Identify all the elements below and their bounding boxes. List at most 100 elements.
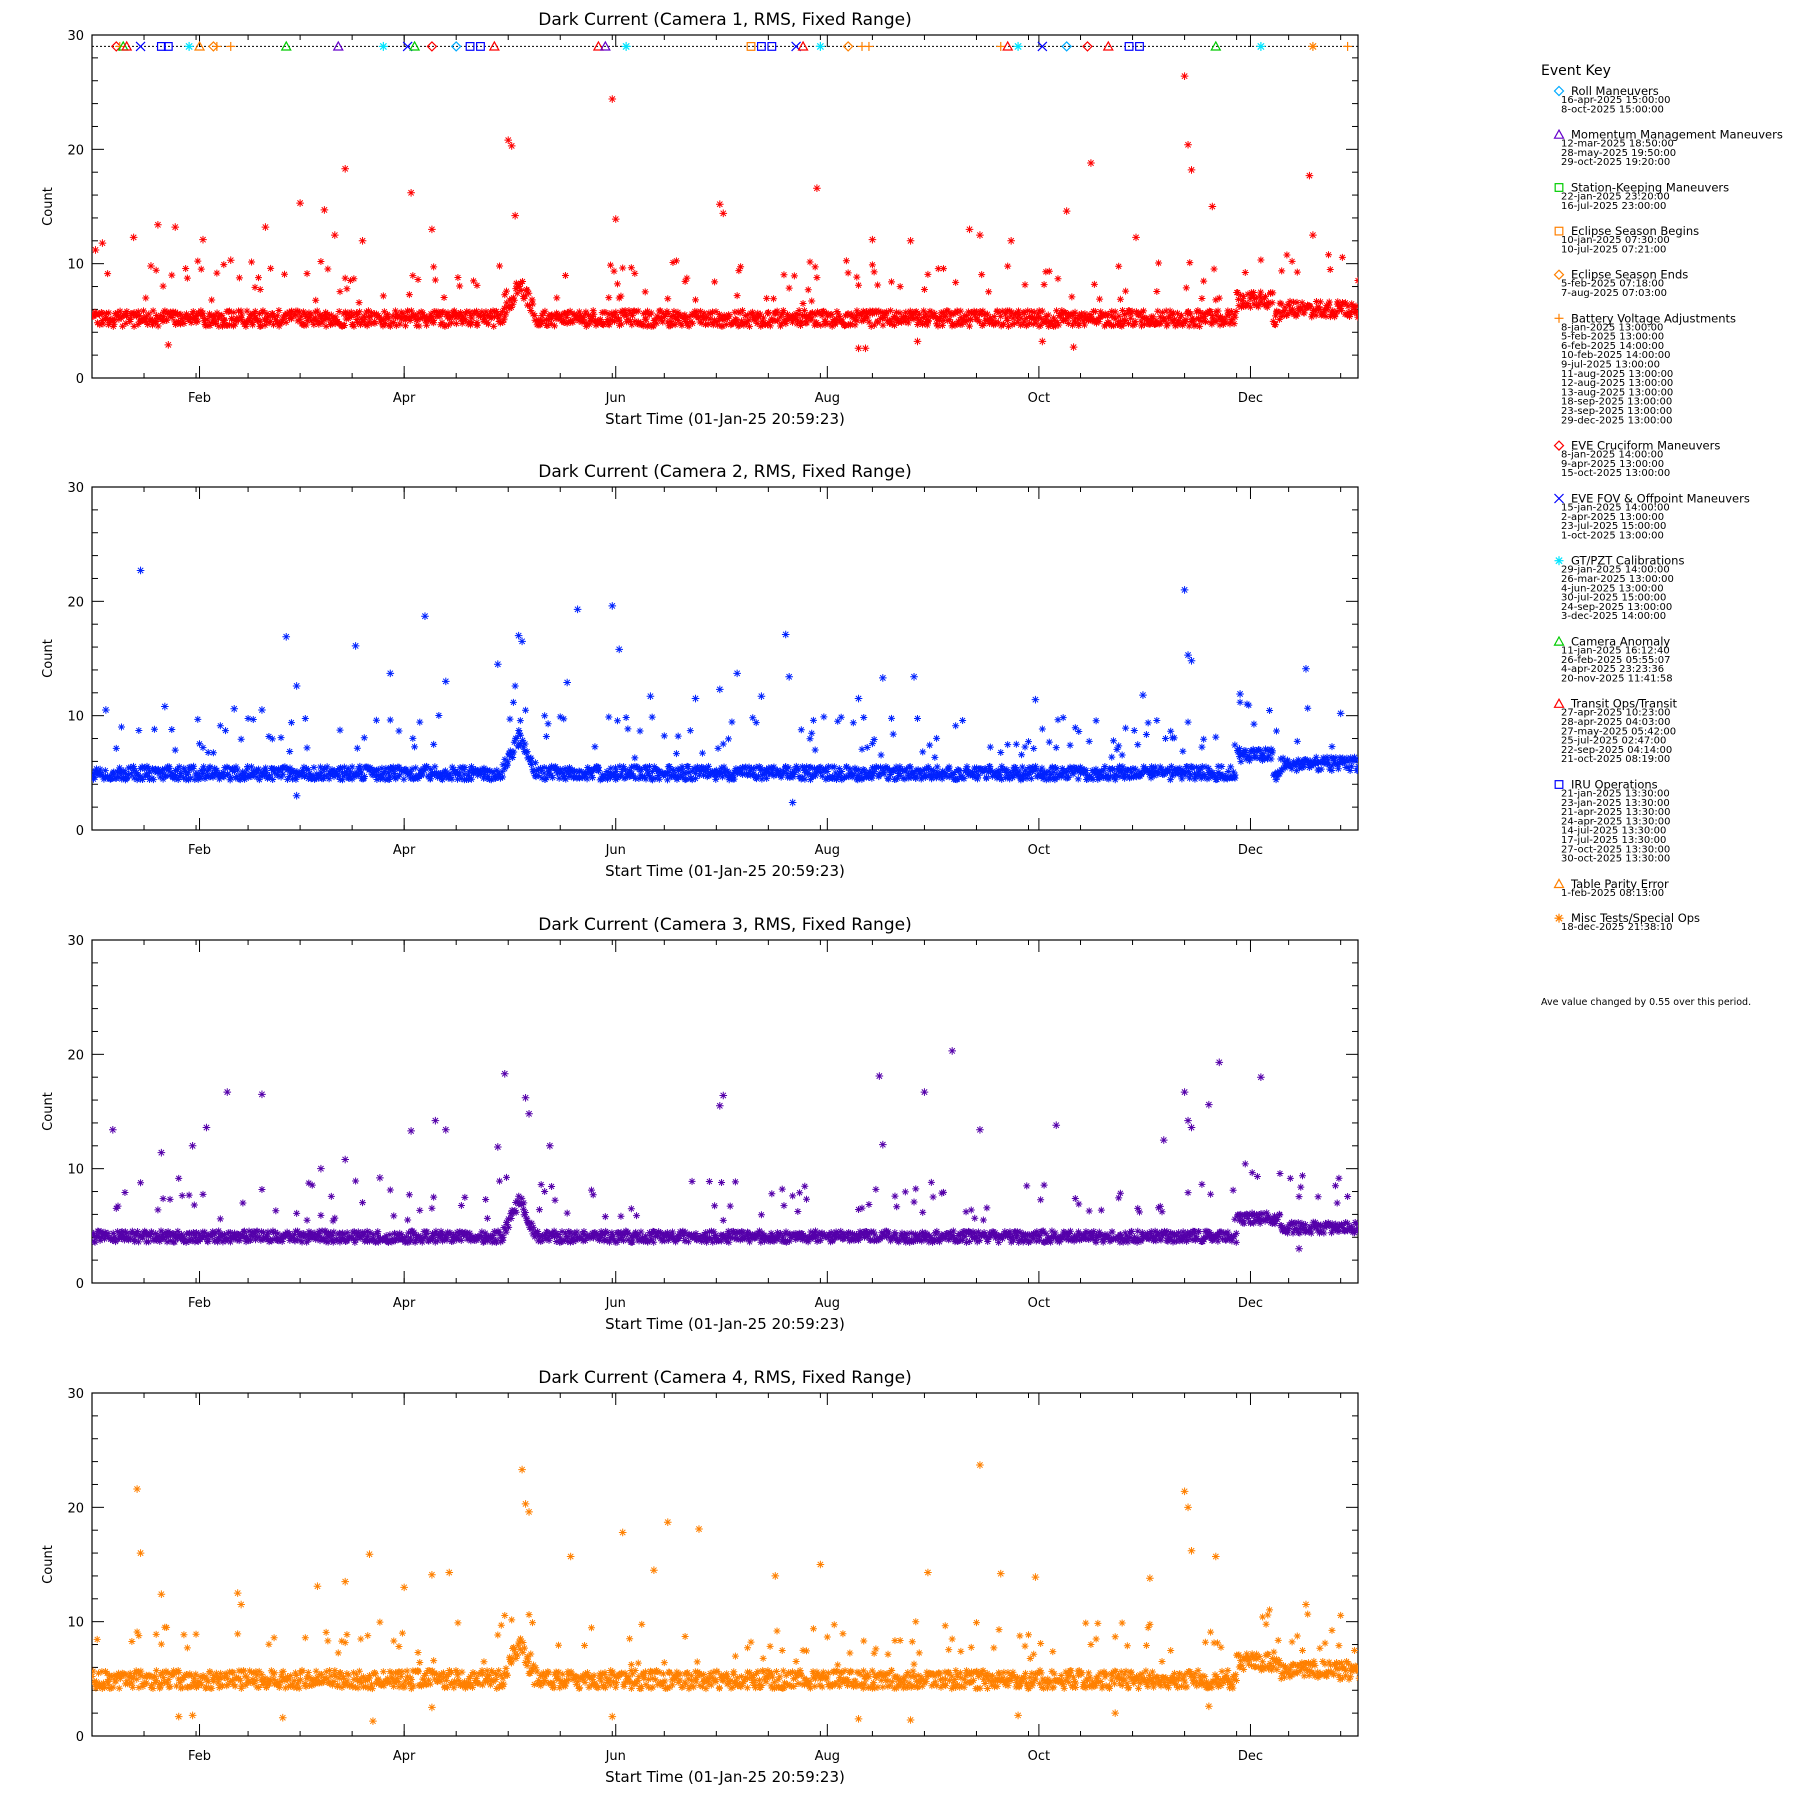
data-point — [1006, 307, 1014, 315]
data-point — [299, 768, 307, 776]
data-point — [262, 764, 270, 772]
data-point — [296, 770, 304, 778]
data-point — [356, 308, 364, 316]
data-point — [201, 321, 209, 329]
data-point — [446, 315, 454, 323]
data-point — [801, 1182, 809, 1190]
data-point — [511, 682, 519, 690]
data-point — [830, 763, 838, 771]
data-point — [954, 308, 962, 316]
data-point — [356, 1234, 364, 1242]
data-point — [749, 1233, 757, 1241]
data-point — [1268, 747, 1276, 755]
data-point — [1164, 314, 1172, 322]
data-point — [162, 772, 170, 780]
data-point — [449, 1231, 457, 1239]
data-point — [678, 773, 686, 781]
data-point — [789, 318, 797, 326]
panel-camera-3: Dark Current (Camera 3, RMS, Fixed Range… — [41, 915, 1359, 1333]
data-point — [888, 320, 896, 328]
data-point — [914, 320, 922, 328]
data-point — [414, 774, 422, 782]
data-point — [297, 312, 305, 320]
data-point — [171, 746, 179, 754]
data-point — [211, 320, 219, 328]
data-point — [804, 769, 812, 777]
data-point — [875, 773, 883, 781]
data-point — [1140, 307, 1148, 315]
data-point — [457, 1237, 465, 1244]
data-point — [664, 295, 672, 303]
x-axis-label: Start Time (01-Jan-25 20:59:23) — [605, 1315, 845, 1333]
data-point — [1174, 309, 1182, 317]
data-point — [1263, 755, 1271, 763]
data-point — [484, 320, 492, 328]
data-point — [990, 313, 998, 321]
data-point — [317, 768, 325, 776]
data-point — [416, 315, 424, 323]
data-point — [1221, 316, 1229, 324]
data-point — [285, 1230, 293, 1238]
data-point — [971, 773, 979, 781]
data-point — [408, 765, 416, 773]
data-point — [792, 1235, 800, 1243]
data-point — [294, 307, 302, 315]
data-point — [1097, 1206, 1105, 1214]
data-point — [215, 1237, 223, 1245]
data-point — [1305, 764, 1313, 772]
data-point — [491, 774, 499, 782]
data-point — [548, 1182, 556, 1190]
data-point — [1344, 302, 1352, 310]
data-point — [820, 1230, 828, 1238]
data-point — [384, 769, 392, 777]
data-point — [794, 766, 802, 774]
data-point — [1137, 1237, 1145, 1245]
data-point — [259, 769, 267, 777]
data-point — [1341, 299, 1349, 307]
data-point — [642, 315, 650, 323]
data-point — [320, 206, 329, 214]
data-point — [171, 318, 179, 326]
data-point — [187, 319, 195, 327]
data-point — [97, 770, 105, 778]
data-point — [168, 271, 176, 279]
data-point — [703, 1238, 711, 1246]
data-point — [1230, 311, 1238, 319]
data-point — [108, 775, 116, 783]
data-point — [563, 1209, 571, 1217]
data-point — [887, 278, 895, 286]
data-point — [552, 763, 560, 771]
data-point — [492, 307, 500, 315]
data-point — [1350, 757, 1358, 765]
data-point — [834, 772, 842, 780]
data-point — [269, 1227, 277, 1235]
data-point — [507, 1214, 515, 1222]
data-point — [413, 315, 421, 323]
data-point — [639, 322, 647, 330]
data-point — [149, 776, 157, 784]
data-point — [788, 798, 797, 807]
plot-frame — [91, 486, 1359, 831]
event-marker-cross — [212, 41, 222, 51]
data-point — [648, 768, 656, 776]
data-point — [499, 1233, 507, 1241]
data-point — [813, 1237, 821, 1245]
data-point — [106, 318, 114, 326]
data-point — [174, 1234, 182, 1242]
data-point — [642, 763, 650, 771]
data-point — [142, 317, 150, 325]
data-point — [453, 1236, 461, 1244]
data-point — [1075, 766, 1083, 774]
data-point — [136, 1233, 144, 1241]
data-point — [1196, 309, 1204, 317]
data-point — [792, 310, 800, 318]
data-point — [766, 1233, 774, 1241]
data-point — [1082, 1228, 1090, 1236]
data-point — [237, 307, 245, 315]
data-point — [515, 1192, 523, 1200]
data-point — [194, 317, 202, 325]
data-point — [953, 776, 961, 784]
data-point — [870, 1228, 878, 1236]
data-point — [808, 729, 816, 737]
